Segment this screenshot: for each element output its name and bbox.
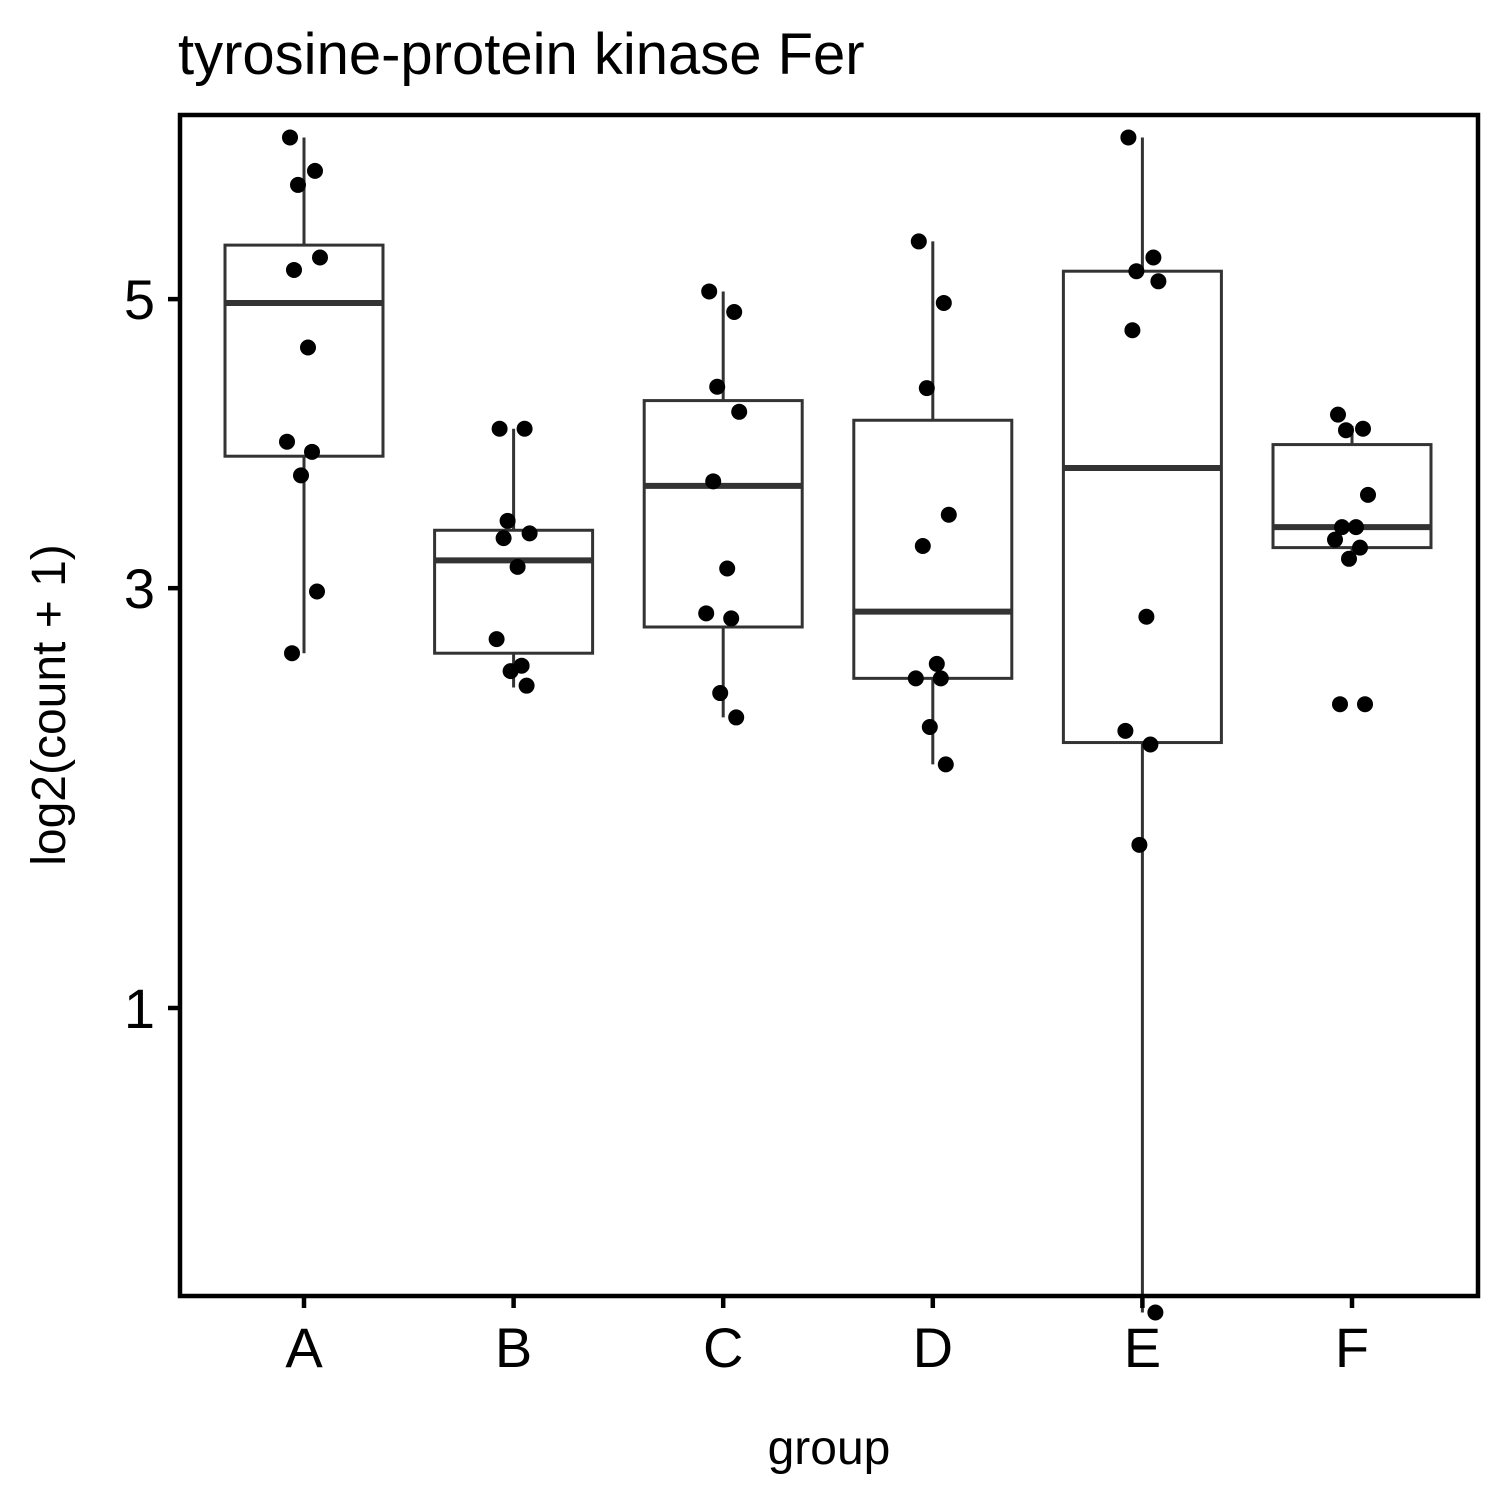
data-point-F [1357, 696, 1373, 713]
data-point-E [1128, 263, 1145, 280]
box-B [433, 428, 595, 688]
data-point-B [518, 677, 535, 694]
data-point-E [1150, 273, 1167, 290]
data-point-C [712, 685, 729, 702]
iqr-box [852, 418, 1014, 680]
data-point-E [1124, 322, 1141, 339]
iqr-box [433, 528, 595, 655]
data-point-C [726, 304, 743, 321]
data-point-C [719, 560, 736, 577]
box-D [852, 241, 1014, 765]
x-tick-label: C [703, 1316, 743, 1379]
data-point-C [709, 378, 726, 395]
data-point-B [516, 420, 533, 437]
box-F [1271, 425, 1433, 556]
data-point-D [932, 670, 949, 687]
iqr-box [1061, 269, 1223, 745]
data-point-A [290, 176, 306, 193]
y-tick-label: 3 [124, 557, 155, 620]
y-axis-title: log2(count + 1) [23, 544, 76, 866]
data-point-B [491, 420, 508, 437]
data-point-A [312, 249, 328, 266]
x-tick-label: E [1124, 1316, 1161, 1379]
x-tick-label: B [495, 1316, 532, 1379]
data-point-B [488, 631, 505, 648]
data-point-C [723, 610, 740, 627]
data-point-C [698, 605, 715, 622]
boxes-layer [223, 137, 1433, 1313]
data-point-D [918, 380, 935, 397]
iqr-box [642, 399, 804, 629]
data-point-D [935, 294, 952, 311]
data-point-D [910, 233, 927, 250]
data-point-A [309, 583, 325, 600]
data-point-A [284, 645, 300, 662]
x-tick-label: A [285, 1316, 323, 1379]
data-point-E [1131, 836, 1148, 853]
data-point-C [705, 473, 722, 490]
x-tick-label: D [913, 1316, 953, 1379]
data-point-C [731, 403, 748, 420]
data-point-A [293, 467, 309, 484]
y-tick-label: 1 [124, 977, 155, 1040]
data-point-D [914, 538, 931, 555]
x-axis: A B C D E F [285, 1296, 1369, 1379]
y-tick-label: 5 [124, 268, 155, 331]
data-point-C [701, 283, 718, 300]
data-point-F [1360, 486, 1376, 503]
data-point-F [1338, 422, 1354, 439]
data-point-E [1145, 249, 1162, 266]
data-point-D [928, 655, 945, 672]
data-point-B [509, 558, 526, 575]
data-point-D [940, 506, 957, 523]
data-point-A [282, 129, 298, 146]
data-point-A [300, 339, 316, 356]
plot-panel-border [177, 112, 1481, 1299]
data-point-D [921, 719, 938, 736]
chart-title: tyrosine-protein kinase Fer [178, 22, 865, 87]
x-tick-label: F [1335, 1316, 1369, 1379]
data-point-B [495, 530, 512, 547]
data-point-E [1142, 736, 1159, 753]
data-point-F [1334, 519, 1350, 536]
data-point-F [1332, 696, 1348, 713]
box-E [1061, 137, 1223, 1313]
data-point-A [304, 443, 320, 460]
box-A [223, 137, 385, 654]
data-point-B [502, 663, 519, 680]
data-point-D [907, 670, 924, 687]
data-point-E [1117, 722, 1134, 739]
data-point-F [1327, 531, 1343, 548]
data-point-F [1352, 539, 1368, 556]
data-point-A [279, 433, 295, 450]
data-point-E [1138, 608, 1155, 625]
data-point-A [307, 162, 323, 179]
points-layer [279, 129, 1376, 1321]
box-C [642, 291, 804, 718]
x-axis-title: group [768, 1422, 891, 1475]
data-point-A [286, 261, 302, 278]
data-point-F [1355, 420, 1371, 437]
data-point-C [728, 709, 745, 726]
y-axis: 1 3 5 [124, 268, 180, 1040]
data-point-B [499, 512, 516, 529]
data-point-F [1348, 519, 1364, 536]
data-point-E [1147, 1304, 1164, 1321]
data-point-B [521, 525, 538, 542]
data-point-D [937, 756, 954, 773]
data-point-F [1341, 550, 1357, 567]
data-point-E [1120, 129, 1137, 146]
data-point-F [1330, 406, 1346, 423]
